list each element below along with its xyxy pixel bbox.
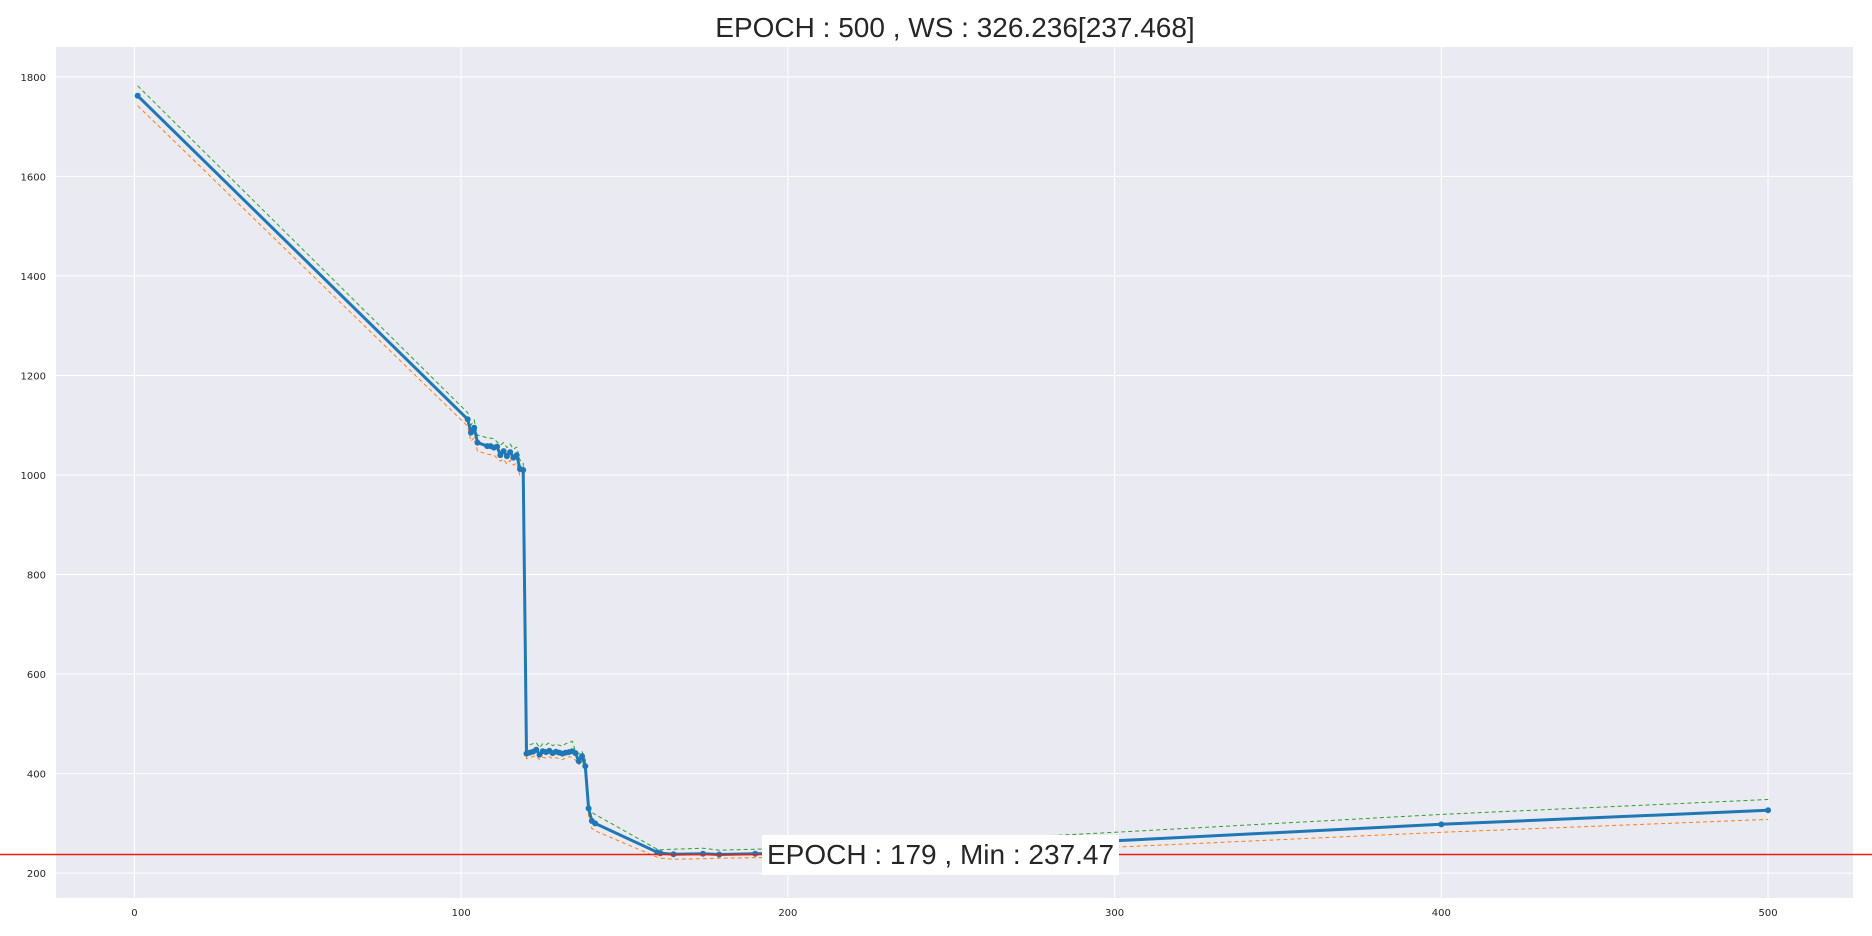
data-point <box>507 449 514 456</box>
y-tick-label: 400 <box>27 770 46 781</box>
data-point <box>464 416 471 423</box>
data-point <box>134 92 141 99</box>
y-tick-label: 600 <box>27 670 46 681</box>
data-point <box>494 443 501 450</box>
y-tick-label: 1000 <box>21 471 46 482</box>
data-point <box>520 467 527 474</box>
y-tick-label: 800 <box>27 571 46 582</box>
x-tick-label: 500 <box>1759 908 1778 919</box>
series-line-dashed <box>137 105 1769 860</box>
data-point <box>474 439 481 446</box>
data-point <box>575 758 582 765</box>
data-point <box>497 452 504 459</box>
data-point <box>513 452 520 459</box>
data-point <box>752 850 759 857</box>
plot-area <box>56 47 1853 898</box>
x-tick-label: 0 <box>131 908 137 919</box>
data-point <box>503 453 510 460</box>
min-annotation: EPOCH : 179 , Min : 237.47 <box>762 835 1120 875</box>
data-point <box>1438 821 1445 828</box>
data-point <box>1765 807 1772 814</box>
grid-lines <box>56 47 1853 898</box>
data-point <box>585 805 592 812</box>
tick-labels: 0 100 200 300 400 500 200 400 600 800 1000 1200 1400… <box>21 73 1778 919</box>
data-point <box>500 448 507 455</box>
data-point <box>467 429 474 436</box>
y-tick-label: 1600 <box>21 172 46 183</box>
y-tick-label: 1800 <box>21 73 46 84</box>
data-point <box>572 750 579 757</box>
data-point <box>533 746 540 753</box>
data-point <box>471 424 478 431</box>
x-tick-label: 200 <box>778 908 797 919</box>
y-tick-label: 200 <box>27 869 46 880</box>
data-point <box>657 850 664 857</box>
series-line-dashed <box>137 85 1769 851</box>
data-point <box>579 753 586 760</box>
data-point <box>582 763 589 770</box>
x-tick-label: 400 <box>1432 908 1451 919</box>
data-point <box>592 820 599 827</box>
data-point <box>699 850 706 857</box>
x-tick-label: 100 <box>452 908 471 919</box>
y-tick-label: 1400 <box>21 272 46 283</box>
y-tick-label: 1200 <box>21 371 46 382</box>
x-tick-label: 300 <box>1105 908 1124 919</box>
chart-title: EPOCH : 500 , WS : 326.236[237.468] <box>715 12 1195 43</box>
